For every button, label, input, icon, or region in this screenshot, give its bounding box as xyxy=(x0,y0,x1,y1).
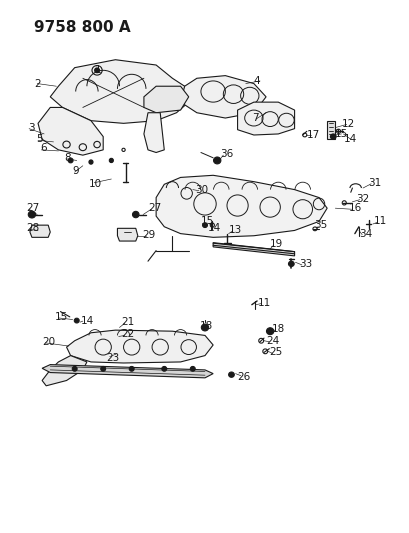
Ellipse shape xyxy=(129,367,134,371)
Text: 4: 4 xyxy=(253,76,260,86)
Text: 31: 31 xyxy=(367,177,380,188)
Text: 3: 3 xyxy=(28,123,34,133)
Text: 15: 15 xyxy=(335,129,348,139)
Text: 12: 12 xyxy=(341,119,354,130)
Ellipse shape xyxy=(132,212,139,217)
Polygon shape xyxy=(213,243,294,256)
Text: 30: 30 xyxy=(194,184,207,195)
Text: 29: 29 xyxy=(142,230,155,240)
Ellipse shape xyxy=(101,367,106,371)
Ellipse shape xyxy=(94,68,99,72)
Polygon shape xyxy=(30,225,50,237)
Text: 15: 15 xyxy=(54,312,67,322)
Text: 10: 10 xyxy=(89,179,102,189)
Ellipse shape xyxy=(89,160,93,164)
Text: 23: 23 xyxy=(106,353,119,362)
Text: 24: 24 xyxy=(265,336,279,346)
Text: 18: 18 xyxy=(272,324,285,334)
Text: 1: 1 xyxy=(95,66,101,75)
Text: 28: 28 xyxy=(26,223,39,233)
Text: 21: 21 xyxy=(121,317,135,327)
Ellipse shape xyxy=(288,261,294,266)
Text: 19: 19 xyxy=(270,239,283,249)
Polygon shape xyxy=(117,228,137,241)
Ellipse shape xyxy=(201,324,208,331)
Text: 27: 27 xyxy=(148,203,161,213)
Polygon shape xyxy=(326,120,335,139)
Polygon shape xyxy=(144,86,188,113)
Ellipse shape xyxy=(213,157,220,164)
Polygon shape xyxy=(144,113,164,152)
Ellipse shape xyxy=(162,367,166,371)
Ellipse shape xyxy=(109,158,113,163)
Ellipse shape xyxy=(28,211,36,218)
Text: 16: 16 xyxy=(348,203,361,213)
Ellipse shape xyxy=(68,158,73,163)
Text: 15: 15 xyxy=(200,216,213,227)
Text: 14: 14 xyxy=(344,134,357,144)
Text: 9758 800 A: 9758 800 A xyxy=(34,20,130,35)
Polygon shape xyxy=(42,356,87,386)
Ellipse shape xyxy=(190,367,195,371)
Text: 8: 8 xyxy=(64,153,71,163)
Polygon shape xyxy=(42,365,213,378)
Text: 25: 25 xyxy=(269,348,282,358)
Text: 20: 20 xyxy=(42,337,55,347)
Text: 11: 11 xyxy=(257,297,270,308)
Ellipse shape xyxy=(202,223,207,228)
Text: 14: 14 xyxy=(208,223,221,233)
Text: 27: 27 xyxy=(26,203,39,213)
Text: 9: 9 xyxy=(72,166,79,176)
Text: 36: 36 xyxy=(220,149,233,159)
Text: 7: 7 xyxy=(251,113,258,123)
Ellipse shape xyxy=(72,367,77,371)
Text: 26: 26 xyxy=(237,372,250,382)
Ellipse shape xyxy=(266,328,273,335)
Ellipse shape xyxy=(74,318,79,323)
Polygon shape xyxy=(156,175,326,237)
Ellipse shape xyxy=(228,372,234,377)
Text: 22: 22 xyxy=(121,329,135,340)
Text: 17: 17 xyxy=(306,130,319,140)
Text: 33: 33 xyxy=(298,259,311,269)
Text: 2: 2 xyxy=(34,78,40,88)
Text: 13: 13 xyxy=(228,225,241,236)
Text: 34: 34 xyxy=(358,229,371,239)
Ellipse shape xyxy=(330,134,335,139)
Polygon shape xyxy=(66,330,213,363)
Polygon shape xyxy=(180,76,265,118)
Text: 32: 32 xyxy=(355,193,369,204)
Text: 11: 11 xyxy=(373,216,387,227)
Polygon shape xyxy=(237,102,294,135)
Polygon shape xyxy=(50,60,188,123)
Text: 18: 18 xyxy=(200,321,213,331)
Text: 5: 5 xyxy=(36,134,43,144)
Text: 14: 14 xyxy=(81,316,94,326)
Polygon shape xyxy=(38,108,103,155)
Text: 6: 6 xyxy=(40,143,47,154)
Text: 35: 35 xyxy=(313,220,327,230)
